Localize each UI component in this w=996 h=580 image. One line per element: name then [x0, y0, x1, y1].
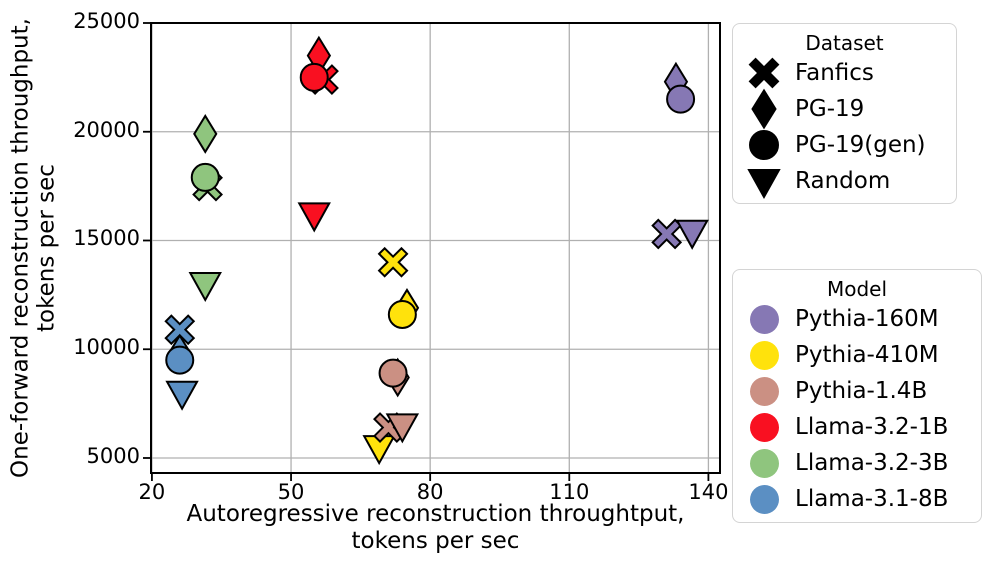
data-point: [377, 246, 409, 278]
legend-entry-pg19: PG-19: [733, 88, 956, 130]
y-tick-label: 15000: [73, 226, 140, 251]
legend-entry-pythia-410m: Pythia-410M: [733, 337, 981, 373]
marker-cell: [733, 88, 795, 130]
legend-dataset-label: PG-19: [795, 96, 865, 122]
legend-entry-fanfics: Fanfics: [733, 55, 956, 91]
legend-model-label: Llama-3.2-3B: [795, 450, 949, 476]
plot-area: [143, 22, 721, 481]
color-swatch-icon: [749, 448, 779, 478]
legend-entry-random: Random: [733, 161, 956, 201]
legend-entry-llama-31-8b: Llama-3.1-8B: [733, 481, 981, 517]
legend-entry-pg19gen: PG-19(gen): [733, 127, 956, 163]
legend-model-label: Pythia-160M: [795, 306, 939, 332]
axes-spine: [150, 22, 721, 474]
marker-cell: [733, 161, 795, 201]
legend-dataset-label: Random: [795, 168, 891, 194]
legend-entry-pythia-160m: Pythia-160M: [733, 301, 981, 337]
marker-cell: [733, 376, 795, 406]
x-tick-label: 110: [549, 480, 590, 504]
data-point: [385, 413, 420, 444]
data-point: [190, 162, 220, 192]
x-tick-label: 140: [688, 480, 729, 504]
legend-model-label: Pythia-410M: [795, 342, 939, 368]
x-axis-label-line1: Autoregressive reconstruction throughtpu…: [186, 501, 685, 527]
legend-dataset-label: Fanfics: [795, 60, 874, 86]
marker-cell: [733, 304, 795, 334]
legend-model-label: Llama-3.1-8B: [795, 486, 949, 512]
y-tick-label: 20000: [73, 117, 140, 142]
legend-entry-llama-32-3b: Llama-3.2-3B: [733, 445, 981, 481]
legend-model-label: Llama-3.2-1B: [795, 414, 949, 440]
data-point: [378, 358, 408, 388]
data-point: [165, 345, 195, 375]
legend-dataset-label: PG-19(gen): [795, 132, 926, 158]
marker-cell: [733, 412, 795, 442]
data-point: [675, 219, 709, 250]
data-point: [666, 84, 696, 114]
data-point: [651, 218, 683, 250]
data-point: [164, 314, 196, 346]
data-point: [188, 271, 222, 303]
color-swatch-icon: [749, 376, 779, 406]
legend-dataset: Dataset Fanfics PG-19 PG-19(: [732, 23, 957, 204]
legend-entry-pythia-14b: Pythia-1.4B: [733, 373, 981, 409]
x-tick-label: 20: [138, 480, 166, 504]
marker-cell: [733, 125, 795, 165]
y-tick-label: 5000: [86, 443, 140, 468]
data-point: [387, 299, 417, 329]
circle-marker-icon: [749, 130, 779, 160]
data-point: [297, 202, 331, 233]
x-axis-label: Autoregressive reconstruction throughtpu…: [151, 501, 720, 555]
data-point: [193, 114, 218, 154]
x-marker-icon: [748, 57, 780, 89]
legend-model: Model Pythia-160M Pythia-410M Pythia-1.4…: [732, 269, 982, 523]
color-swatch-icon: [749, 484, 779, 514]
x-tick-label: 80: [416, 480, 444, 504]
x-tick-label: 50: [277, 480, 305, 504]
marker-cell: [733, 484, 795, 514]
y-tick-label: 25000: [73, 9, 140, 33]
x-axis-label-line2: tokens per sec: [351, 528, 520, 555]
color-swatch-icon: [749, 304, 779, 334]
marker-cell: [733, 448, 795, 478]
marker-cell: [733, 340, 795, 370]
color-swatch-icon: [749, 412, 779, 442]
triangle-down-marker-icon: [747, 169, 781, 200]
data-point: [299, 62, 329, 92]
data-point: [165, 380, 199, 411]
legend-model-label: Pythia-1.4B: [795, 378, 928, 404]
diamond-marker-icon: [751, 88, 777, 130]
marker-cell: [733, 53, 795, 93]
legend-dataset-title: Dataset: [805, 31, 884, 55]
color-swatch-icon: [749, 340, 779, 370]
legend-model-title: Model: [826, 277, 888, 301]
legend-entry-llama-32-1b: Llama-3.2-1B: [733, 409, 981, 445]
y-tick-label: 10000: [73, 335, 140, 360]
